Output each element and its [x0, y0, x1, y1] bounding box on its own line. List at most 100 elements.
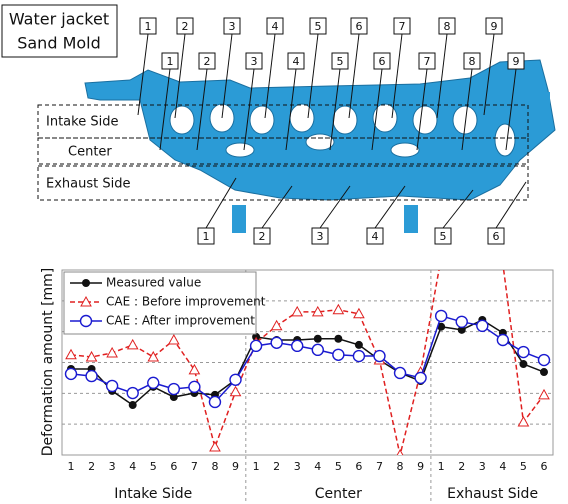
callout-label: 7 — [399, 20, 406, 33]
marker — [169, 335, 179, 344]
group-label: Center — [315, 486, 362, 502]
x-tick-label: 3 — [109, 460, 116, 473]
x-tick-label: 8 — [211, 460, 218, 473]
marker — [498, 259, 508, 268]
marker — [456, 316, 467, 327]
group-label: Intake Side — [114, 486, 192, 502]
marker — [292, 340, 303, 351]
x-tick-label: 6 — [170, 460, 177, 473]
region-label: Intake Side — [46, 115, 118, 130]
marker — [518, 417, 528, 426]
x-tick-label: 3 — [479, 460, 486, 473]
callout-label: 2 — [259, 230, 266, 243]
marker — [251, 340, 262, 351]
callout-label: 3 — [251, 55, 258, 68]
region-label: Exhaust Side — [46, 177, 130, 192]
x-tick-label: 2 — [458, 460, 465, 473]
callout-label: 8 — [469, 55, 476, 68]
marker — [128, 340, 138, 349]
marker — [189, 381, 200, 392]
marker — [271, 337, 282, 348]
x-tick-label: 3 — [294, 460, 301, 473]
callout-label: 7 — [424, 55, 431, 68]
callout-label: 3 — [229, 20, 236, 33]
callout-label: 4 — [293, 55, 300, 68]
marker — [209, 396, 220, 407]
marker — [415, 372, 426, 383]
callout-label: 2 — [204, 55, 211, 68]
x-tick-label: 4 — [129, 460, 136, 473]
marker — [168, 384, 179, 395]
x-tick-label: 8 — [397, 460, 404, 473]
callout-label: 9 — [491, 20, 498, 33]
marker — [333, 305, 343, 314]
x-tick-label: 9 — [417, 460, 424, 473]
marker — [477, 320, 488, 331]
x-tick-label: 6 — [355, 460, 362, 473]
marker — [231, 387, 241, 396]
marker — [477, 243, 487, 252]
marker — [353, 351, 364, 362]
callout-label: 6 — [493, 230, 500, 243]
callout-label: 3 — [317, 230, 324, 243]
legend-label: Measured value — [106, 276, 201, 290]
callout-label: 2 — [182, 20, 189, 33]
figure: Water jacket Sand Mold Intake Side Cente… — [0, 0, 568, 504]
marker — [66, 350, 76, 359]
leader-line — [206, 178, 236, 228]
x-tick-label: 5 — [520, 460, 527, 473]
x-tick-label: 9 — [232, 460, 239, 473]
callout-label: 4 — [272, 20, 279, 33]
marker — [457, 243, 467, 252]
marker — [312, 344, 323, 355]
title-line: Sand Mold — [17, 34, 101, 53]
marker — [334, 335, 342, 343]
marker — [129, 401, 137, 409]
marker — [355, 341, 363, 349]
x-tick-label: 7 — [191, 460, 198, 473]
marker — [86, 371, 97, 382]
legend-marker — [82, 279, 90, 287]
x-tick-label: 2 — [88, 460, 95, 473]
marker — [436, 310, 447, 321]
callout-label: 8 — [444, 20, 451, 33]
group-label: Exhaust Side — [447, 486, 538, 502]
x-tick-label: 4 — [499, 460, 506, 473]
x-tick-label: 1 — [438, 460, 445, 473]
x-tick-label: 5 — [335, 460, 342, 473]
legend-label: CAE : Before improvement — [106, 295, 266, 309]
marker — [540, 368, 548, 376]
marker — [314, 335, 322, 343]
callout-label: 6 — [356, 20, 363, 33]
marker — [272, 321, 282, 330]
y-axis-label: Deformation amount [mm] — [40, 268, 56, 457]
callout-label: 5 — [315, 20, 322, 33]
x-tick-label: 2 — [273, 460, 280, 473]
marker — [436, 253, 446, 262]
x-tick-label: 5 — [150, 460, 157, 473]
callout-label: 1 — [203, 230, 210, 243]
callout-label: 5 — [337, 55, 344, 68]
title-line: Water jacket — [9, 10, 109, 29]
x-tick-label: 7 — [376, 460, 383, 473]
region-label: Center — [68, 145, 112, 160]
marker — [210, 442, 220, 451]
legend-label: CAE : After improvement — [106, 314, 255, 328]
casting — [85, 60, 555, 233]
marker — [292, 307, 302, 316]
marker — [107, 348, 117, 357]
marker — [66, 368, 77, 379]
marker — [148, 377, 159, 388]
marker — [374, 351, 385, 362]
callout-label: 6 — [379, 55, 386, 68]
marker — [107, 380, 118, 391]
marker — [333, 349, 344, 360]
callout-label: 5 — [440, 230, 447, 243]
marker — [395, 367, 406, 378]
x-tick-label: 1 — [253, 460, 260, 473]
callout-label: 9 — [513, 55, 520, 68]
marker — [127, 388, 138, 399]
marker — [539, 355, 550, 366]
callout-label: 1 — [167, 55, 174, 68]
